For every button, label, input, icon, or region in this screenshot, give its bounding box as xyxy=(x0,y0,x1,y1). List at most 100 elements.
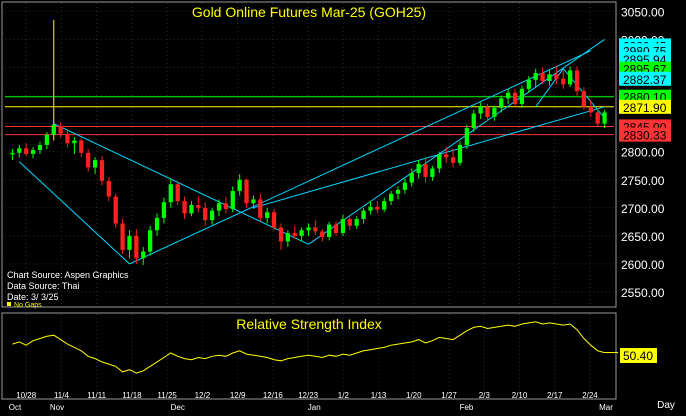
candle xyxy=(196,196,201,213)
trendline xyxy=(535,68,564,108)
candle-body xyxy=(492,107,497,117)
candle-body xyxy=(141,251,146,259)
price-tick-label: 2600.00 xyxy=(621,258,665,272)
candle xyxy=(168,178,173,208)
rsi-value-badge xyxy=(620,348,657,363)
candle xyxy=(44,132,50,149)
candle xyxy=(485,104,490,121)
price-panel-frame xyxy=(1,1,617,308)
candle xyxy=(478,102,483,120)
source-line-3: Date: 3/ 3/25 xyxy=(7,292,59,302)
candle xyxy=(203,202,208,226)
price-level-label: 2882.37 xyxy=(623,73,667,87)
candle-body xyxy=(382,201,387,210)
source-line-2: Data Source: Thai xyxy=(7,281,79,291)
candle xyxy=(285,230,290,248)
price-tick-label: 2800.00 xyxy=(621,146,665,160)
candle xyxy=(99,156,105,186)
rsi-grid xyxy=(25,314,591,392)
trendline xyxy=(129,50,591,265)
date-tick-label: 1/27 xyxy=(441,391,457,400)
candle xyxy=(567,66,573,88)
candle-body xyxy=(333,224,339,234)
horizontal-levels xyxy=(5,96,614,136)
candle-body xyxy=(216,203,222,211)
candle xyxy=(113,193,118,228)
no-gaps-label: No Gaps xyxy=(14,302,42,309)
candle xyxy=(327,221,332,241)
candle-body xyxy=(602,112,607,124)
candle-body xyxy=(313,227,318,232)
date-tick-label: 1/20 xyxy=(406,391,422,400)
candle xyxy=(533,68,538,88)
candle-body xyxy=(327,224,332,237)
date-axis: 10/28 11/4 11/11 11/18 11/25 12/2 12/9 12/16 12/… xyxy=(9,391,613,412)
candle-body xyxy=(278,227,284,242)
candle-body xyxy=(24,148,29,154)
candle-body xyxy=(471,113,476,129)
date-tick-label: 10/28 xyxy=(16,391,37,400)
candle xyxy=(375,201,380,214)
candle-body xyxy=(10,152,15,155)
candle xyxy=(402,178,408,194)
date-tick-label: 11/25 xyxy=(157,391,177,400)
month-label: Dec xyxy=(171,403,185,412)
candle-body xyxy=(450,157,456,163)
candle-body xyxy=(320,231,325,237)
candle xyxy=(120,219,125,254)
candle-body xyxy=(209,210,215,221)
candle-body xyxy=(506,92,511,99)
candle xyxy=(37,141,43,154)
candle-body xyxy=(457,144,463,163)
candle-body xyxy=(99,160,105,181)
candle-body xyxy=(540,73,545,81)
candle xyxy=(430,165,435,181)
source-line-1: Chart Source: Aspen Graphics xyxy=(7,270,129,280)
candle-body xyxy=(416,164,421,174)
candle xyxy=(354,216,359,230)
candle xyxy=(134,229,139,264)
candle-body xyxy=(175,184,180,202)
candle-body xyxy=(113,196,118,224)
date-tick-label: 12/9 xyxy=(230,391,246,400)
candle-body xyxy=(567,70,573,85)
candle xyxy=(92,157,98,175)
candle-body xyxy=(306,227,311,231)
price-level-badge xyxy=(619,99,671,114)
candle-body xyxy=(161,202,167,218)
candle xyxy=(595,107,600,127)
candle xyxy=(457,141,463,166)
candle-body xyxy=(17,148,22,153)
candle xyxy=(602,109,607,129)
candle xyxy=(574,66,580,96)
price-level-badge xyxy=(619,127,671,142)
candle-body xyxy=(361,210,366,220)
candle-body xyxy=(223,203,229,209)
candle xyxy=(499,95,504,113)
candle xyxy=(561,70,566,89)
price-tick-label: 2650.00 xyxy=(621,230,665,244)
candle xyxy=(437,151,442,174)
candle-body xyxy=(92,160,98,168)
candle xyxy=(506,88,511,104)
day-button[interactable]: Day xyxy=(657,400,675,411)
candle-body xyxy=(409,173,414,183)
price-level-label: 2830.33 xyxy=(623,129,667,143)
candle-body xyxy=(244,179,249,204)
candle xyxy=(148,225,153,256)
candle-body xyxy=(258,199,263,218)
month-label: Feb xyxy=(460,403,474,412)
price-level-labels: 2989.452980.752895.942895.672882.372880.… xyxy=(619,38,671,143)
candle xyxy=(86,148,91,172)
price-tick-label: 2550.00 xyxy=(621,286,665,300)
candle-body xyxy=(58,125,63,134)
no-gaps-marker xyxy=(7,302,11,306)
candle-body xyxy=(79,140,84,153)
candle xyxy=(237,174,242,196)
candle-body xyxy=(196,205,201,208)
candle xyxy=(292,225,297,239)
date-tick-label: 2/10 xyxy=(512,391,528,400)
month-label: Jan xyxy=(308,403,321,412)
candle-body xyxy=(299,230,304,236)
candle-body xyxy=(423,164,428,177)
